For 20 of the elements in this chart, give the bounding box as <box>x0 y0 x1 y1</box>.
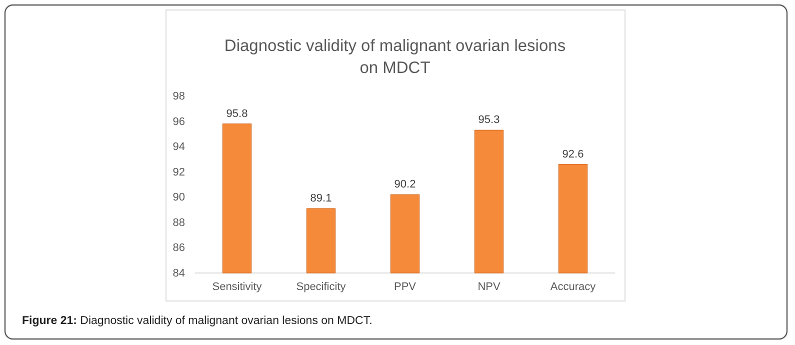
y-tick-label: 84 <box>172 268 185 280</box>
data-label: 89.1 <box>310 192 332 205</box>
x-tick-label: NPV <box>478 280 501 293</box>
data-label: 95.8 <box>226 108 248 120</box>
y-tick-label: 98 <box>172 90 185 103</box>
y-tick-label: 88 <box>172 216 185 229</box>
x-tick-label: Accuracy <box>550 280 596 293</box>
data-label: 90.2 <box>394 178 416 191</box>
x-tick-label: Specificity <box>296 280 346 293</box>
y-tick-label: 96 <box>172 116 185 128</box>
caption: Figure 21: Diagnostic validity of malignant ovarian lesions on MDCT. <box>22 315 372 327</box>
x-tick-label: Sensitivity <box>212 280 262 293</box>
data-label: 95.3 <box>478 114 500 126</box>
y-tick-label: 90 <box>172 192 185 204</box>
y-tick-label: 86 <box>172 242 185 254</box>
x-tick-label: PPV <box>394 280 417 293</box>
y-tick-label: 92 <box>172 166 185 178</box>
data-label: 92.6 <box>562 148 584 160</box>
chart-title: Diagnostic validity of malignant ovarian lesions on MDCT <box>224 37 566 77</box>
y-tick-label: 94 <box>172 141 185 154</box>
